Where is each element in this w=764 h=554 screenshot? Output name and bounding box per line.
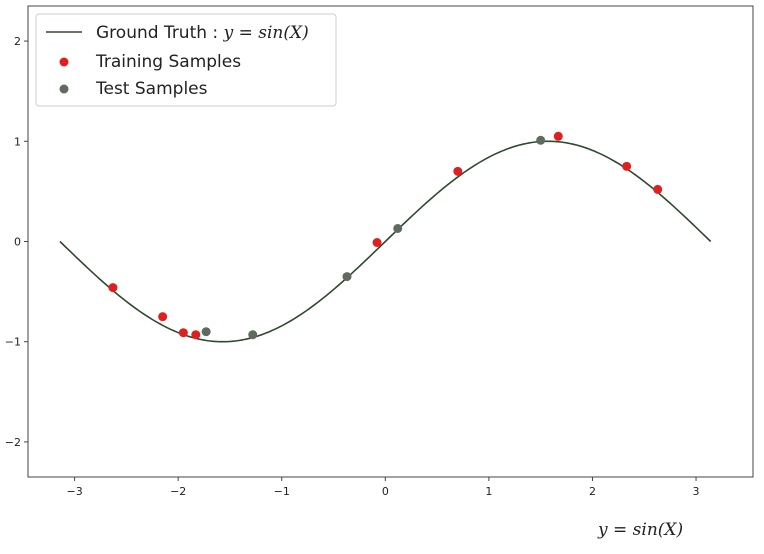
legend-box <box>35 13 337 107</box>
legend-ground-truth-math: y = sin(X) <box>223 23 309 43</box>
ground-truth-curve <box>59 140 712 343</box>
x-tick-label: −1 <box>274 485 290 498</box>
training-sample-point <box>108 283 118 293</box>
legend-ground-truth-prefix: Ground Truth : <box>96 23 224 43</box>
training-sample-point <box>178 328 188 338</box>
x-axis-ticks: −3 −2 −1 0 1 2 3 <box>66 477 700 498</box>
y-tick-label: 1 <box>14 135 21 148</box>
x-tick-label: 2 <box>589 485 596 498</box>
test-sample-point <box>342 272 352 282</box>
y-tick-label: 0 <box>14 236 21 249</box>
legend: Ground Truth : y = sin(X) Training Sampl… <box>35 13 337 107</box>
x-tick-label: −2 <box>170 485 186 498</box>
training-sample-point <box>372 238 382 248</box>
x-tick-label: 1 <box>485 485 492 498</box>
legend-ground-truth-label: Ground Truth : y = sin(X) <box>96 23 309 43</box>
training-sample-point <box>191 330 201 340</box>
y-tick-label: −2 <box>5 436 21 449</box>
x-tick-label: −3 <box>66 485 82 498</box>
legend-training-marker <box>59 57 69 67</box>
training-sample-point <box>553 131 563 141</box>
training-sample-point <box>158 312 168 322</box>
training-sample-point <box>622 161 632 171</box>
test-sample-point <box>536 135 546 145</box>
y-tick-label: 2 <box>14 35 21 48</box>
legend-training-label: Training Samples <box>95 52 241 72</box>
test-sample-point <box>201 327 211 337</box>
test-sample-point <box>248 330 258 340</box>
training-sample-points <box>108 131 663 340</box>
test-sample-points <box>201 135 546 340</box>
y-axis-ticks: −2 −1 0 1 2 <box>5 35 28 449</box>
x-tick-label: 3 <box>693 485 700 498</box>
figure-caption: y = sin(X) <box>598 520 684 540</box>
legend-test-label: Test Samples <box>95 79 208 99</box>
legend-test-marker <box>59 84 69 94</box>
test-sample-point <box>393 223 403 233</box>
y-tick-label: −1 <box>5 336 21 349</box>
x-tick-label: 0 <box>382 485 389 498</box>
training-sample-point <box>653 184 663 194</box>
training-sample-point <box>453 166 463 176</box>
